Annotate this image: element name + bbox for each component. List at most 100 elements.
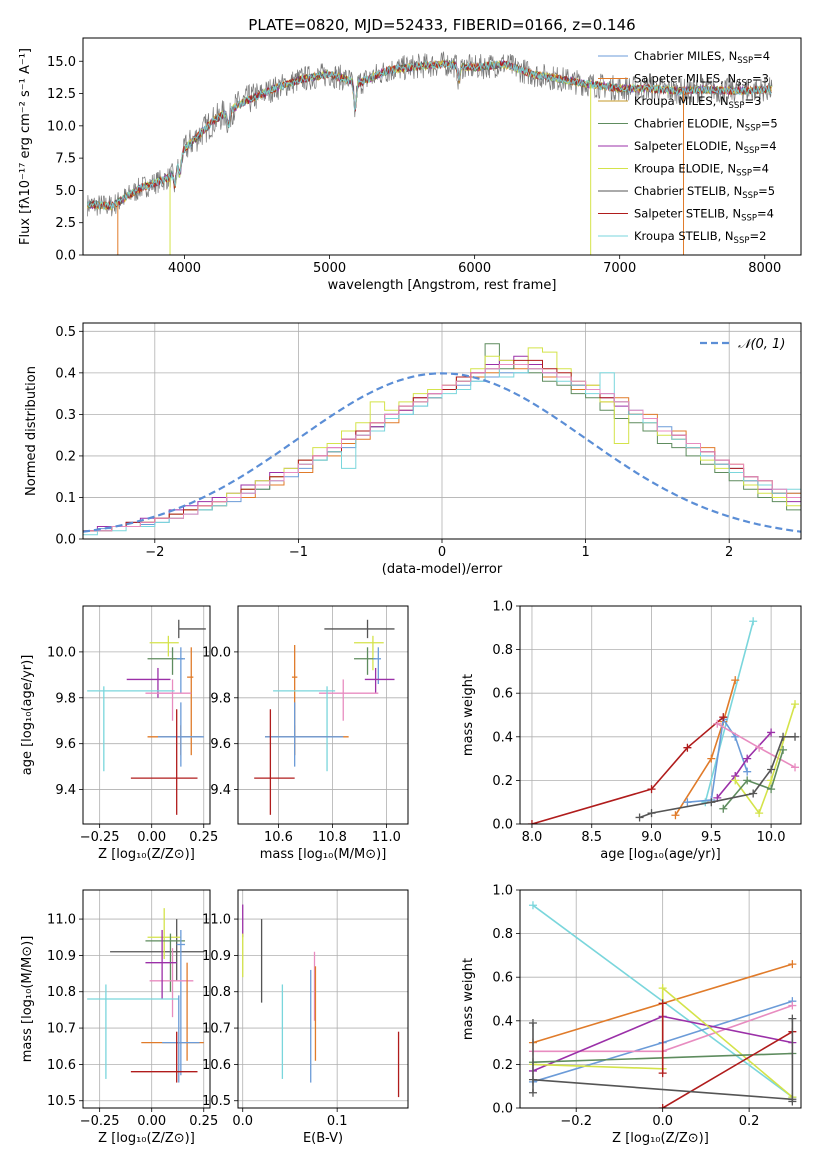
histogram-panel: −2 −1 0 1 2 0.0 0.1 0.2 0.3 0.4 0.5 (data-model)/er… bbox=[24, 322, 802, 577]
y-tick-label: 0.1 bbox=[55, 491, 76, 506]
x-tick-label: 8000 bbox=[748, 261, 781, 276]
normal-curve bbox=[83, 372, 801, 533]
errorbar bbox=[273, 686, 336, 772]
legend-sub: SSP bbox=[744, 146, 760, 156]
legend-sub: SSP bbox=[734, 236, 750, 246]
y-tick-label: 5.0 bbox=[55, 184, 76, 199]
age-vs-metallicity-panel: −0.25 0.00 0.25 9.4 9.6 9.8 10.0 Z [log₁₀(Z/Z⊙)… bbox=[20, 605, 218, 862]
y-tick-label: 1.0 bbox=[492, 884, 513, 899]
y-tick-label: 0.2 bbox=[492, 1058, 513, 1073]
y-tick-label: 0.2 bbox=[492, 774, 513, 789]
y-tick-label: 10.8 bbox=[202, 985, 231, 1000]
x-tick-label: 5000 bbox=[313, 261, 346, 276]
y-tick-label: 0.6 bbox=[492, 687, 513, 702]
y-axis-label: mass [log₁₀(M/M⊙)] bbox=[20, 936, 35, 1063]
x-tick-label: −0.25 bbox=[80, 1114, 120, 1129]
y-tick-label: 0.0 bbox=[55, 249, 76, 264]
y-tick-label: 10.9 bbox=[47, 949, 76, 964]
spectrum-model bbox=[86, 60, 772, 211]
y-tick-label: 10.6 bbox=[47, 1058, 76, 1073]
x-tick-label: 0.00 bbox=[137, 830, 166, 845]
errorbar bbox=[162, 995, 200, 1083]
x-tick-label: 1 bbox=[581, 545, 589, 560]
errorbar bbox=[110, 919, 204, 981]
weight-marker bbox=[707, 754, 716, 763]
y-tick-label: 10.7 bbox=[47, 1022, 76, 1037]
spectrum-plot-area bbox=[86, 51, 773, 255]
spectrum-model bbox=[86, 60, 772, 210]
y-tick-label: 0.5 bbox=[55, 325, 76, 340]
weight-line bbox=[716, 723, 796, 769]
y-tick-label: 9.8 bbox=[210, 691, 231, 706]
x-tick-label: 0.0 bbox=[652, 1114, 673, 1129]
y-tick-label: 0.0 bbox=[492, 818, 513, 833]
x-axis-label: age [log₁₀(age/yr)] bbox=[600, 847, 721, 862]
x-tick-label: 0.0 bbox=[232, 1114, 253, 1129]
y-tick-label: 9.4 bbox=[210, 783, 231, 798]
y-axis-label: mass weight bbox=[461, 674, 476, 756]
legend-sub: SSP bbox=[736, 79, 752, 89]
x-tick-label: 0.00 bbox=[137, 1114, 166, 1129]
axes-frame bbox=[82, 37, 802, 256]
errorbar bbox=[318, 679, 379, 721]
legend-entry: Kroupa ELODIE, NSSP=4 bbox=[634, 162, 769, 179]
weight-marker bbox=[713, 719, 722, 728]
legend-text: Kroupa STELIB, N bbox=[634, 229, 734, 243]
weight-marker bbox=[671, 811, 680, 820]
x-tick-label: 9.0 bbox=[641, 830, 662, 845]
y-tick-label: 10.0 bbox=[202, 645, 231, 660]
axes-frame bbox=[237, 889, 409, 1109]
weight-line bbox=[704, 621, 754, 803]
legend-text: Kroupa MILES, N bbox=[634, 94, 729, 108]
weight-marker bbox=[528, 1088, 537, 1097]
x-tick-label: 0 bbox=[438, 545, 446, 560]
errorbar bbox=[130, 1031, 198, 1083]
legend-entry: Chabrier ELODIE, NSSP=5 bbox=[634, 117, 778, 134]
legend-entry: Salpeter STELIB, NSSP=4 bbox=[634, 207, 774, 224]
x-tick-label: 0.25 bbox=[189, 1114, 218, 1129]
errorbar bbox=[130, 709, 198, 815]
y-tick-label: 15.0 bbox=[47, 55, 76, 70]
y-tick-label: 10.5 bbox=[47, 1094, 76, 1109]
y-tick-label: 0.4 bbox=[492, 1014, 513, 1029]
x-axis-label: wavelength [Angstrom, rest frame] bbox=[328, 278, 557, 293]
axes-frame bbox=[237, 605, 409, 825]
x-axis-label: mass [log₁₀(M/M⊙)] bbox=[260, 847, 387, 862]
age-vs-mass-panel-plot-area bbox=[254, 619, 395, 815]
weight-marker bbox=[743, 767, 752, 776]
legend-sub: SSP bbox=[729, 101, 745, 111]
weight-marker bbox=[647, 809, 656, 818]
errorbar bbox=[176, 647, 186, 694]
y-tick-label: 9.8 bbox=[55, 691, 76, 706]
errorbar bbox=[364, 667, 395, 694]
legend-tail: =5 bbox=[761, 117, 778, 131]
mass-vs-extinction-panel: 0.0 0.1 10.5 10.6 10.7 10.8 10.9 11.0 E(B-V) bbox=[202, 889, 409, 1146]
legend-entry: Salpeter MILES, NSSP=3 bbox=[634, 72, 769, 89]
errorbar bbox=[372, 647, 382, 685]
weight-line bbox=[674, 679, 736, 816]
errorbar bbox=[87, 686, 175, 772]
weight-marker bbox=[767, 765, 776, 774]
legend-tail: =4 bbox=[757, 207, 774, 221]
weight-marker bbox=[528, 901, 537, 910]
weight-marker bbox=[788, 1014, 797, 1023]
weight-vs-metallicity-panel: −0.2 0.0 0.2 0.0 0.2 0.4 0.6 0.8 1.0 Z [log₁₀(Z/Z… bbox=[461, 884, 802, 1146]
y-tick-label: 9.4 bbox=[55, 783, 76, 798]
histogram-plot-area bbox=[83, 343, 801, 536]
weight-vs-age-panel-plot-area bbox=[527, 617, 800, 824]
y-tick-label: 0.6 bbox=[492, 971, 513, 986]
x-tick-label: 11.0 bbox=[372, 830, 401, 845]
weight-marker bbox=[719, 804, 728, 813]
y-tick-label: 10.6 bbox=[202, 1058, 231, 1073]
x-tick-label: 9.5 bbox=[701, 830, 722, 845]
histogram-step bbox=[83, 359, 801, 532]
weight-marker bbox=[658, 999, 667, 1008]
x-tick-label: 7000 bbox=[603, 261, 636, 276]
errorbar bbox=[147, 647, 183, 675]
x-axis-label: Z [log₁₀(Z/Z⊙)] bbox=[98, 847, 195, 862]
x-tick-label: 4000 bbox=[168, 261, 201, 276]
legend-sub: SSP bbox=[736, 169, 752, 179]
legend-tail: =5 bbox=[758, 184, 775, 198]
legend-tail: =4 bbox=[753, 49, 770, 63]
